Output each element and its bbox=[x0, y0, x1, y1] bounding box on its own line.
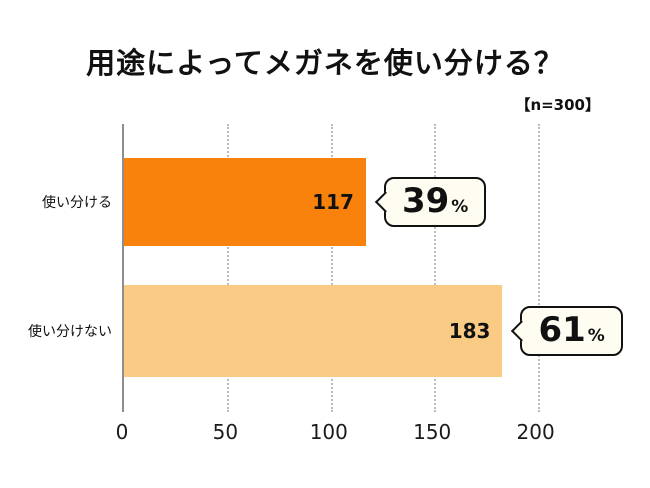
x-axis-tick-label: 200 bbox=[516, 420, 555, 444]
percent-value: 61 bbox=[538, 310, 586, 350]
plot-area: 使い分ける 117 39 % 使い分けない 183 61 % bbox=[28, 124, 623, 412]
percent-symbol: % bbox=[451, 197, 469, 217]
gridline bbox=[434, 124, 437, 412]
bar-value-label: 117 bbox=[312, 190, 354, 214]
gridline bbox=[227, 124, 230, 412]
bar-row-tsukaiwakenai: 使い分けない 183 61 % bbox=[28, 285, 623, 377]
gridlines bbox=[124, 124, 610, 412]
bar-tsukaiwakeru: 117 bbox=[124, 158, 366, 246]
percent-symbol: % bbox=[587, 326, 605, 346]
percent-value: 39 bbox=[401, 181, 450, 221]
x-axis-tick-label: 150 bbox=[413, 420, 452, 444]
gridline bbox=[330, 124, 333, 412]
bar-value-label: 183 bbox=[448, 319, 491, 343]
x-axis-tick-label: 100 bbox=[309, 420, 348, 444]
category-label: 使い分ける bbox=[42, 195, 112, 211]
x-axis-tick-label: 50 bbox=[212, 420, 239, 444]
bar-row-tsukaiwakeru: 使い分ける 117 39 % bbox=[42, 158, 610, 246]
percent-callout: 61 % bbox=[520, 306, 623, 356]
category-label: 使い分けない bbox=[28, 324, 112, 340]
sample-size-note: 【n=300】 bbox=[515, 96, 600, 114]
x-axis-tick-label: 0 bbox=[115, 420, 129, 444]
bar-tsukaiwakenai: 183 bbox=[124, 285, 503, 377]
chart-title: 用途によってメガネを使い分ける？ bbox=[86, 46, 564, 80]
percent-callout: 39 % bbox=[383, 177, 487, 227]
gridline bbox=[537, 124, 540, 412]
x-axis: 0 50 100 150 200 bbox=[116, 420, 608, 450]
